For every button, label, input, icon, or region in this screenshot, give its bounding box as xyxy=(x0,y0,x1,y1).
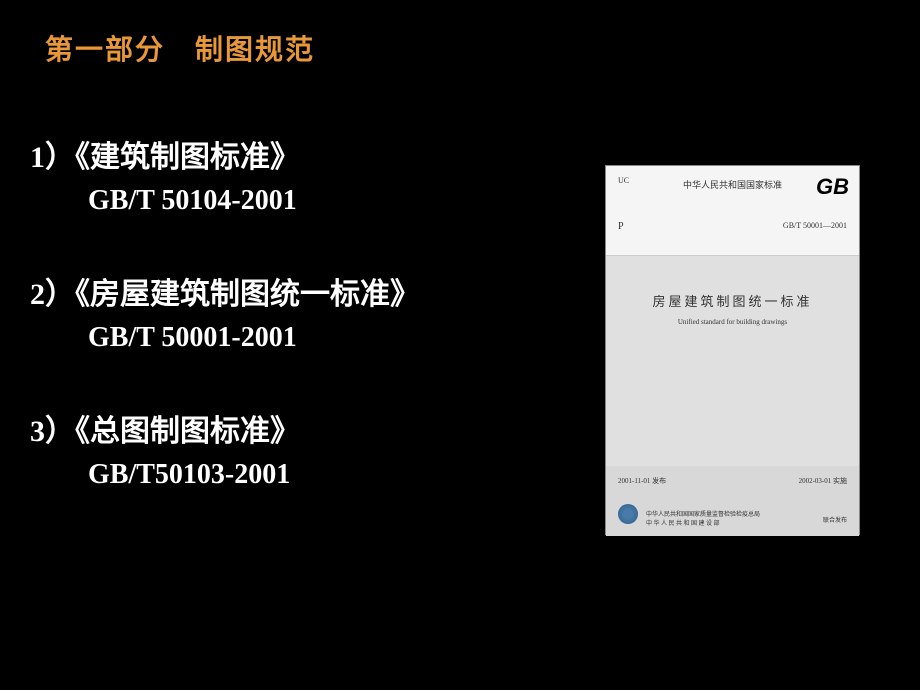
item-number: 1） xyxy=(30,141,75,174)
item-number: 3） xyxy=(30,415,75,448)
cover-middle-section: 房屋建筑制图统一标准 Unified standard for building… xyxy=(606,256,859,466)
cover-header-text: 中华人民共和国国家标准 xyxy=(683,178,782,191)
publisher-logo-icon xyxy=(618,504,638,524)
cover-top-section: UC P 中华人民共和国国家标准 GB GB/T 50001—2001 xyxy=(606,166,859,256)
section-heading: 第一部分 制图规范 xyxy=(45,28,315,68)
cover-p-label: P xyxy=(618,221,624,232)
list-item: 1）《建筑制图标准》 GB/T 50104-2001 xyxy=(30,135,420,222)
cover-pub-right-text: 联合发布 xyxy=(823,515,847,524)
publisher-line2: 中 华 人 民 共 和 国 建 设 部 xyxy=(646,520,760,528)
item-title: 2）《房屋建筑制图统一标准》 xyxy=(30,272,420,317)
cover-uc-label: UC xyxy=(618,176,629,185)
item-name: 《建筑制图标准》 xyxy=(75,141,300,174)
item-code: GB/T50103-2001 xyxy=(88,454,420,496)
item-name: 《房屋建筑制图统一标准》 xyxy=(75,278,420,311)
cover-publish-date: 2001-11-01 发布 xyxy=(618,476,666,486)
list-item: 2）《房屋建筑制图统一标准》 GB/T 50001-2001 xyxy=(30,272,420,359)
item-code: GB/T 50001-2001 xyxy=(88,317,420,359)
cover-title-english: Unified standard for building drawings xyxy=(606,318,859,326)
cover-effective-date: 2002-03-01 实施 xyxy=(799,476,847,486)
standards-list: 1）《建筑制图标准》 GB/T 50104-2001 2）《房屋建筑制图统一标准… xyxy=(30,135,420,546)
publisher-line1: 中华人民共和国国家质量监督检验检疫总局 xyxy=(646,511,760,519)
item-name: 《总图制图标准》 xyxy=(75,415,300,448)
cover-publisher-text: 中华人民共和国国家质量监督检验检疫总局 中 华 人 民 共 和 国 建 设 部 xyxy=(646,511,760,528)
item-number: 2） xyxy=(30,278,75,311)
item-title: 1）《建筑制图标准》 xyxy=(30,135,420,180)
item-code: GB/T 50104-2001 xyxy=(88,180,420,222)
cover-code-text: GB/T 50001—2001 xyxy=(783,221,847,230)
book-cover: UC P 中华人民共和国国家标准 GB GB/T 50001—2001 房屋建筑… xyxy=(605,165,860,535)
item-title: 3）《总图制图标准》 xyxy=(30,409,420,454)
cover-bottom-section: 2001-11-01 发布 2002-03-01 实施 中华人民共和国国家质量监… xyxy=(606,466,859,536)
cover-title-chinese: 房屋建筑制图统一标准 xyxy=(606,291,859,310)
list-item: 3）《总图制图标准》 GB/T50103-2001 xyxy=(30,409,420,496)
cover-gb-logo: GB xyxy=(816,174,849,200)
